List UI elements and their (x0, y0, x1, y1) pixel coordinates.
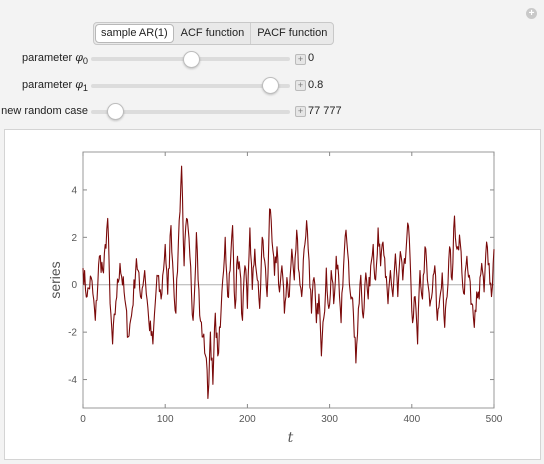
phi0-plus-icon[interactable]: + (295, 54, 306, 65)
phi1-slider-thumb[interactable] (262, 77, 280, 94)
x-tick-label: 0 (80, 414, 86, 425)
tab-pacf-function[interactable]: PACF function (257, 27, 328, 39)
phi1-plus-icon[interactable]: + (295, 80, 306, 91)
y-tick-label: 0 (71, 280, 77, 291)
phi1-label: parameter φ1 (22, 78, 88, 94)
x-tick-label: 200 (239, 414, 256, 425)
phi1-value: 0.8 (308, 79, 324, 91)
phi0-label: parameter φ0 (22, 51, 88, 67)
phi1-slider-track[interactable] (91, 84, 290, 88)
x-tick-label: 300 (321, 414, 338, 425)
y-tick-label: 4 (71, 185, 77, 196)
phi0-value: 0 (308, 52, 315, 64)
random-case-label: new random case (1, 105, 88, 117)
y-tick-label: 2 (71, 233, 77, 244)
x-tick-label: 400 (403, 414, 420, 425)
random-case-plus-icon[interactable]: + (295, 106, 306, 117)
x-tick-label: 500 (486, 414, 503, 425)
y-axis-label: series (47, 261, 63, 298)
random-case-value: 77 777 (308, 105, 342, 117)
expand-plus-icon[interactable]: + (526, 8, 537, 19)
x-tick-label: 100 (157, 414, 174, 425)
view-tabs: sample AR(1) ACF function PACF function (93, 22, 335, 45)
y-tick-label: -2 (68, 328, 77, 339)
phi0-slider-thumb[interactable] (182, 51, 200, 68)
tab-sample-ar1[interactable]: sample AR(1) (95, 24, 174, 43)
series-line (82, 165, 495, 400)
tab-acf-function[interactable]: ACF function (175, 23, 252, 44)
plot-frame (82, 151, 495, 409)
random-case-slider-thumb[interactable] (106, 103, 124, 120)
random-case-slider-track[interactable] (91, 110, 290, 114)
y-tick-label: -4 (68, 375, 77, 386)
x-axis-label: t (288, 430, 294, 446)
